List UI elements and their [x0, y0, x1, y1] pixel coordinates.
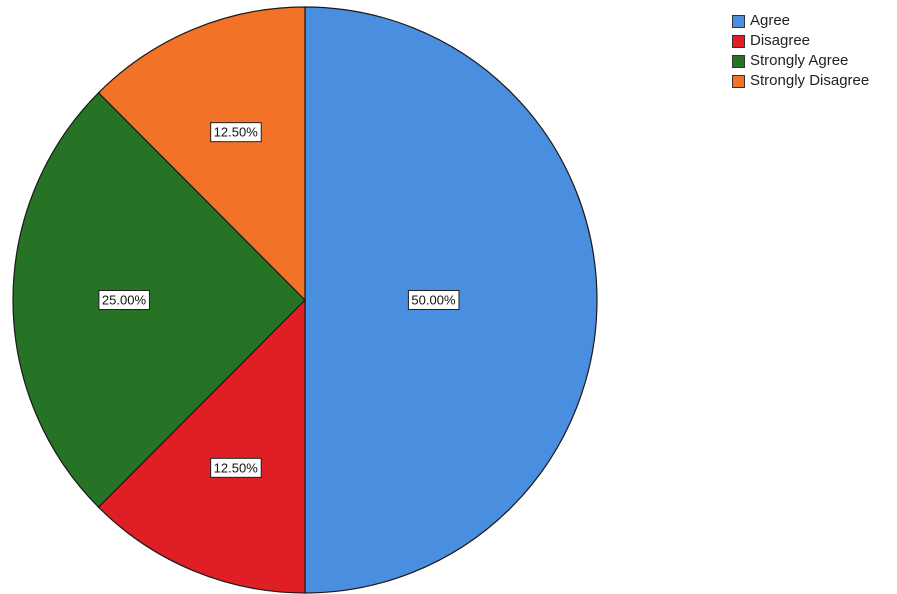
legend-item-strongly-disagree: Strongly Disagree	[732, 71, 869, 91]
pie-label-text-disagree: 12.50%	[214, 460, 259, 475]
legend-item-strongly-agree: Strongly Agree	[732, 51, 869, 71]
legend-label-strongly-disagree: Strongly Disagree	[750, 72, 870, 89]
pie-label-strongly-disagree: 12.50%	[210, 122, 262, 143]
legend-label-strongly-agree: Strongly Agree	[750, 52, 849, 69]
pie-label-box-disagree	[210, 457, 262, 478]
legend-label-disagree: Disagree	[750, 32, 811, 49]
pie-slice-disagree	[97, 298, 306, 594]
pie-label-box-strongly-agree	[98, 290, 150, 310]
pie-slice-strongly-agree	[12, 91, 306, 509]
legend-item-disagree: Disagree	[732, 31, 869, 51]
legend-swatch-agree	[732, 14, 745, 28]
pie-label-agree: 50.00%	[407, 290, 460, 310]
pie-label-disagree: 12.50%	[210, 457, 262, 478]
pie-label-strongly-agree: 25.00%	[98, 290, 150, 310]
pie-slice-strongly-disagree	[97, 6, 306, 302]
legend-item-agree: Agree	[732, 11, 869, 31]
legend-swatch-disagree	[732, 34, 745, 48]
pie-label-box-agree	[407, 290, 460, 310]
legend-swatch-strongly-agree	[732, 54, 745, 68]
chart-legend: Agree Disagree Strongly Agree Strongly D…	[732, 11, 869, 91]
pie-label-text-strongly-agree: 25.00%	[102, 293, 147, 308]
legend-swatch-strongly-disagree	[732, 74, 745, 88]
pie-label-box-strongly-disagree	[210, 122, 262, 143]
pie-label-text-strongly-disagree: 12.50%	[214, 125, 259, 140]
pie-label-text-agree: 50.00%	[411, 293, 456, 308]
legend-label-agree: Agree	[750, 12, 791, 29]
